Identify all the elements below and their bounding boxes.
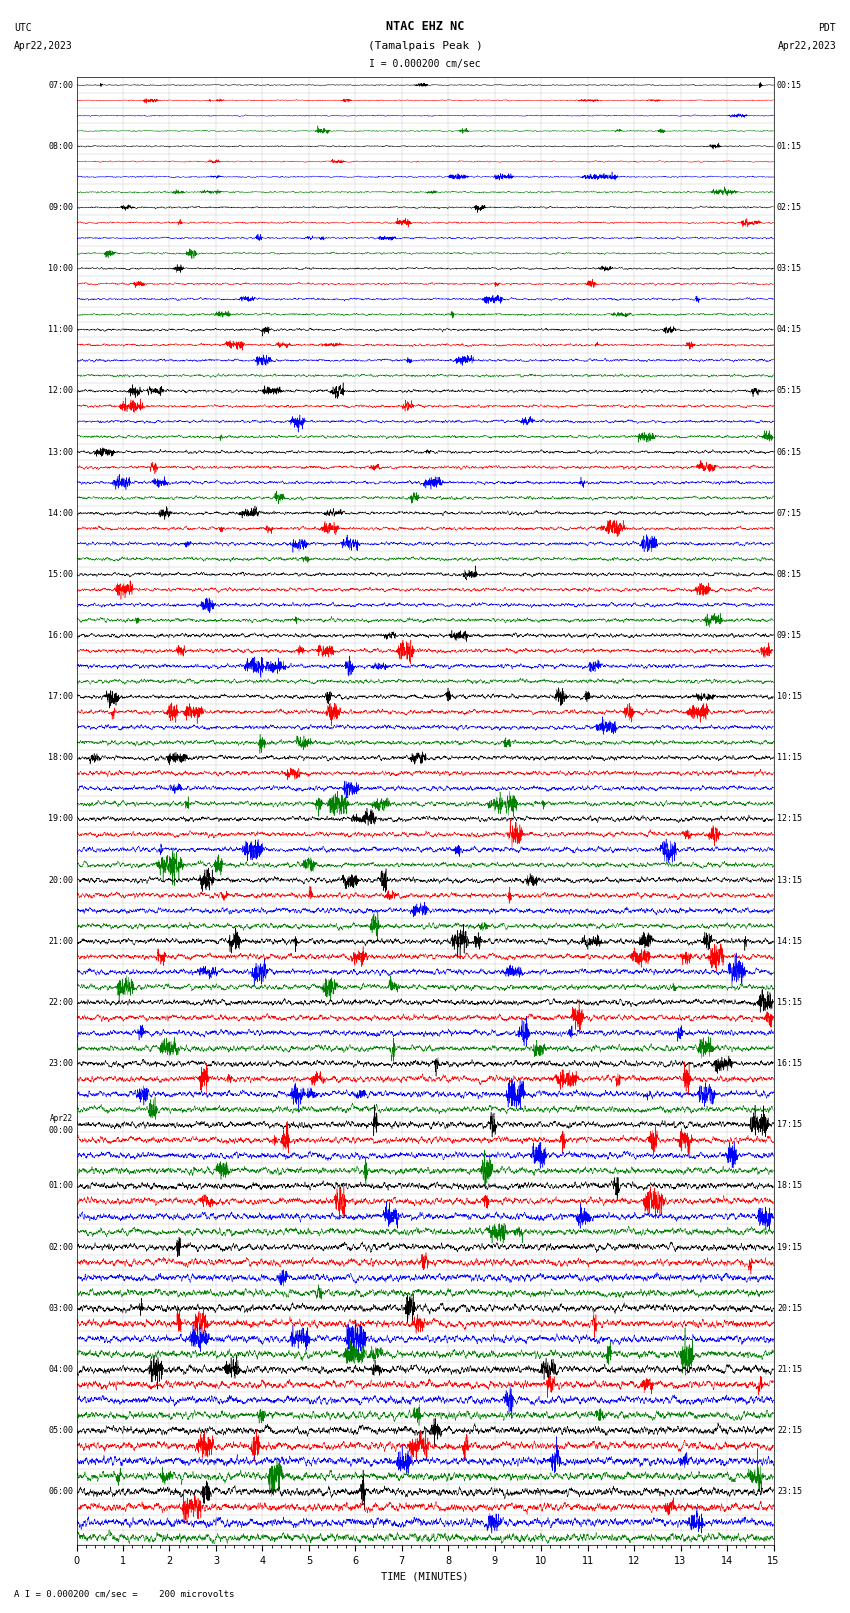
Text: I = 0.000200 cm/sec: I = 0.000200 cm/sec bbox=[369, 58, 481, 69]
Text: 06:15: 06:15 bbox=[777, 447, 802, 456]
Text: 15:00: 15:00 bbox=[48, 569, 73, 579]
Text: 20:15: 20:15 bbox=[777, 1303, 802, 1313]
Text: 02:00: 02:00 bbox=[48, 1242, 73, 1252]
Text: 22:15: 22:15 bbox=[777, 1426, 802, 1436]
Text: 17:00: 17:00 bbox=[48, 692, 73, 702]
Text: Apr22: Apr22 bbox=[50, 1115, 73, 1123]
Text: 11:00: 11:00 bbox=[48, 326, 73, 334]
Text: 09:00: 09:00 bbox=[48, 203, 73, 211]
Text: (Tamalpais Peak ): (Tamalpais Peak ) bbox=[367, 40, 483, 52]
Text: 14:15: 14:15 bbox=[777, 937, 802, 945]
Text: 05:15: 05:15 bbox=[777, 387, 802, 395]
Text: 12:15: 12:15 bbox=[777, 815, 802, 824]
Text: 00:00: 00:00 bbox=[48, 1126, 73, 1136]
Text: A I = 0.000200 cm/sec =    200 microvolts: A I = 0.000200 cm/sec = 200 microvolts bbox=[14, 1589, 234, 1598]
Text: 16:15: 16:15 bbox=[777, 1060, 802, 1068]
Text: 05:00: 05:00 bbox=[48, 1426, 73, 1436]
Text: 11:15: 11:15 bbox=[777, 753, 802, 763]
Text: 07:00: 07:00 bbox=[48, 81, 73, 90]
Text: 13:15: 13:15 bbox=[777, 876, 802, 884]
Text: UTC: UTC bbox=[14, 24, 31, 34]
Text: 23:00: 23:00 bbox=[48, 1060, 73, 1068]
Text: 19:00: 19:00 bbox=[48, 815, 73, 824]
Text: 18:00: 18:00 bbox=[48, 753, 73, 763]
Text: 23:15: 23:15 bbox=[777, 1487, 802, 1497]
Text: 02:15: 02:15 bbox=[777, 203, 802, 211]
Text: 08:00: 08:00 bbox=[48, 142, 73, 150]
Text: 06:00: 06:00 bbox=[48, 1487, 73, 1497]
Text: 03:15: 03:15 bbox=[777, 265, 802, 273]
Text: 15:15: 15:15 bbox=[777, 998, 802, 1007]
Text: Apr22,2023: Apr22,2023 bbox=[14, 40, 72, 52]
Text: 13:00: 13:00 bbox=[48, 447, 73, 456]
Text: 01:00: 01:00 bbox=[48, 1181, 73, 1190]
Text: 21:15: 21:15 bbox=[777, 1365, 802, 1374]
Text: 04:15: 04:15 bbox=[777, 326, 802, 334]
Text: 17:15: 17:15 bbox=[777, 1121, 802, 1129]
Text: 08:15: 08:15 bbox=[777, 569, 802, 579]
Text: 16:00: 16:00 bbox=[48, 631, 73, 640]
Text: 09:15: 09:15 bbox=[777, 631, 802, 640]
Text: 01:15: 01:15 bbox=[777, 142, 802, 150]
Text: 18:15: 18:15 bbox=[777, 1181, 802, 1190]
Text: 03:00: 03:00 bbox=[48, 1303, 73, 1313]
Text: 12:00: 12:00 bbox=[48, 387, 73, 395]
Text: NTAC EHZ NC: NTAC EHZ NC bbox=[386, 21, 464, 34]
Text: Apr22,2023: Apr22,2023 bbox=[778, 40, 836, 52]
Text: 21:00: 21:00 bbox=[48, 937, 73, 945]
Text: 20:00: 20:00 bbox=[48, 876, 73, 884]
Text: 10:00: 10:00 bbox=[48, 265, 73, 273]
Text: PDT: PDT bbox=[819, 24, 836, 34]
Text: 14:00: 14:00 bbox=[48, 508, 73, 518]
Text: 04:00: 04:00 bbox=[48, 1365, 73, 1374]
Text: 07:15: 07:15 bbox=[777, 508, 802, 518]
Text: 10:15: 10:15 bbox=[777, 692, 802, 702]
Text: 22:00: 22:00 bbox=[48, 998, 73, 1007]
X-axis label: TIME (MINUTES): TIME (MINUTES) bbox=[382, 1571, 468, 1581]
Text: 00:15: 00:15 bbox=[777, 81, 802, 90]
Text: 19:15: 19:15 bbox=[777, 1242, 802, 1252]
